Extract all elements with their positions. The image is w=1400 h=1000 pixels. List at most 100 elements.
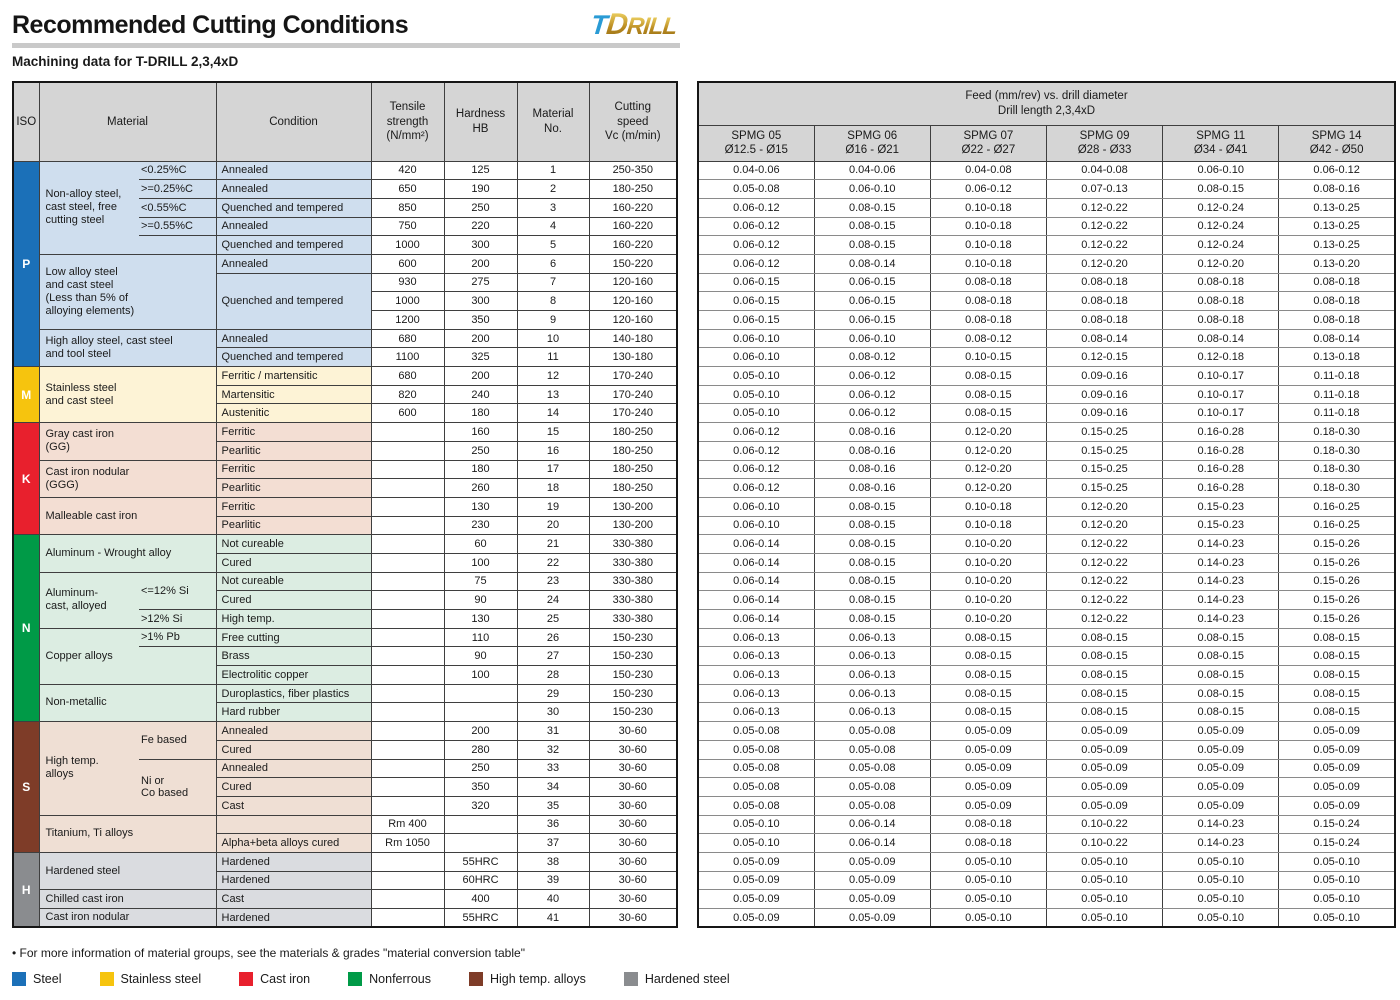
feed-value-cell: 0.08-0.15: [813, 552, 931, 573]
feed-value-cell: 0.08-0.15: [1162, 627, 1280, 648]
condition-cell: Hardened: [215, 851, 372, 872]
feed-value-cell: 0.15-0.26: [1278, 571, 1396, 592]
cutting-speed-cell: 30-60: [588, 851, 678, 872]
hardness-cell: [443, 702, 518, 723]
feed-value-cell: 0.16-0.25: [1278, 515, 1396, 536]
feed-value-cell: 0.08-0.14: [1162, 328, 1280, 349]
feed-value-cell: 0.05-0.08: [813, 739, 931, 760]
hardness-cell: [443, 833, 518, 853]
feed-row-33: 0.05-0.08 0.05-0.08 0.05-0.09 0.05-0.09 0.05…: [697, 758, 1396, 779]
material-group-cell: High alloy steel, cast steel and tool st…: [38, 328, 216, 368]
material-subgroup-cell: Fe based: [139, 721, 217, 759]
tensile-strength-cell: Rm 1050: [370, 833, 445, 853]
feed-value-cell: 0.15-0.26: [1278, 590, 1396, 610]
feed-value-cell: 0.16-0.28: [1162, 422, 1280, 442]
cutting-speed-cell: 170-240: [588, 366, 678, 386]
condition-cell: Not cureable: [215, 571, 372, 592]
feed-value-cell: 0.06-0.13: [697, 665, 815, 685]
material-group-cell: Stainless steel and cast steel: [38, 366, 216, 424]
feed-value-cell: 0.08-0.18: [929, 272, 1047, 293]
feed-value-cell: 0.08-0.16: [813, 459, 931, 480]
feed-value-cell: 0.05-0.09: [1162, 739, 1280, 760]
material-no-cell: 34: [516, 777, 590, 797]
feed-value-cell: 0.08-0.18: [929, 814, 1047, 835]
feed-value-cell: 0.07-0.13: [1045, 179, 1164, 199]
feed-value-cell: 0.05-0.10: [1045, 908, 1164, 928]
material-no-cell: 41: [516, 908, 590, 928]
material-no-cell: 32: [516, 739, 590, 760]
feed-row-27: 0.06-0.13 0.06-0.13 0.08-0.15 0.08-0.15 0.08…: [697, 646, 1396, 667]
feed-row-24: 0.06-0.14 0.08-0.15 0.10-0.20 0.12-0.22 0.14…: [697, 590, 1396, 610]
feed-value-cell: 0.08-0.12: [929, 328, 1047, 349]
feed-col-header-4: SPMG 09 Ø28 - Ø33: [1045, 124, 1164, 162]
cutting-speed-cell: 180-250: [588, 179, 678, 199]
feed-value-cell: 0.12-0.24: [1162, 216, 1280, 237]
feed-value-cell: 0.06-0.12: [697, 197, 815, 218]
material-no-cell: 20: [516, 515, 590, 536]
feed-value-cell: 0.15-0.23: [1162, 496, 1280, 517]
feed-value-cell: 0.05-0.09: [813, 851, 931, 872]
feed-value-cell: 0.12-0.24: [1162, 197, 1280, 218]
feed-value-cell: 0.05-0.10: [1162, 908, 1280, 928]
feed-value-cell: 0.08-0.18: [1045, 310, 1164, 330]
feed-value-cell: 0.12-0.22: [1045, 609, 1164, 629]
feed-value-cell: 0.05-0.09: [1162, 758, 1280, 779]
material-no-cell: 2: [516, 179, 590, 199]
feed-col-header-2: SPMG 06 Ø16 - Ø21: [813, 124, 931, 162]
material-no-cell: 40: [516, 889, 590, 909]
material-no-cell: 11: [516, 347, 590, 368]
tensile-strength-cell: [370, 777, 445, 797]
feed-value-cell: 0.15-0.25: [1045, 478, 1164, 498]
tensile-strength-cell: 420: [370, 160, 445, 181]
feed-row-23: 0.06-0.14 0.08-0.15 0.10-0.20 0.12-0.22 0.14…: [697, 571, 1396, 592]
feed-value-cell: 0.05-0.09: [697, 851, 815, 872]
material-no-cell: 16: [516, 440, 590, 461]
feed-value-cell: 0.05-0.09: [1278, 721, 1396, 741]
hardness-cell: 125: [443, 160, 518, 181]
tensile-strength-cell: [370, 422, 445, 442]
col-header-material-no: Material No.: [516, 81, 590, 162]
cutting-speed-cell: 330-380: [588, 571, 678, 592]
feed-value-cell: 0.10-0.18: [929, 216, 1047, 237]
feed-value-cell: 0.10-0.20: [929, 609, 1047, 629]
cutting-speed-cell: 130-200: [588, 496, 678, 517]
feed-value-cell: 0.06-0.10: [813, 179, 931, 199]
feed-value-cell: 0.16-0.28: [1162, 478, 1280, 498]
material-no-cell: 19: [516, 496, 590, 517]
feed-value-cell: 0.08-0.16: [813, 422, 931, 442]
feed-value-cell: 0.18-0.30: [1278, 459, 1396, 480]
page-footer: • For more information of material group…: [12, 946, 1396, 987]
feed-value-cell: 0.05-0.09: [929, 721, 1047, 741]
feed-value-cell: 0.05-0.10: [1045, 851, 1164, 872]
tensile-strength-cell: 850: [370, 197, 445, 218]
condition-cell: Cured: [215, 590, 372, 610]
tensile-strength-cell: 1000: [370, 235, 445, 255]
cutting-speed-cell: 30-60: [588, 758, 678, 779]
feed-row-41: 0.05-0.09 0.05-0.09 0.05-0.10 0.05-0.10 0.05…: [697, 908, 1396, 928]
hardness-cell: 90: [443, 590, 518, 610]
feed-value-cell: 0.08-0.16: [813, 440, 931, 461]
tensile-strength-cell: 680: [370, 328, 445, 349]
feed-value-cell: 0.06-0.10: [697, 347, 815, 368]
tensile-strength-cell: [370, 889, 445, 909]
tensile-strength-cell: [370, 665, 445, 685]
cutting-speed-cell: 130-180: [588, 347, 678, 368]
col-header-material: Material: [38, 81, 217, 162]
material-no-cell: 8: [516, 291, 590, 311]
feed-row-21: 0.06-0.14 0.08-0.15 0.10-0.20 0.12-0.22 0.14…: [697, 534, 1396, 554]
material-no-cell: 5: [516, 235, 590, 255]
tensile-strength-cell: [370, 552, 445, 573]
feed-value-cell: 0.05-0.10: [697, 366, 815, 386]
legend-label: Nonferrous: [369, 972, 431, 987]
material-no-cell: 13: [516, 384, 590, 405]
condition-cell: Annealed: [215, 160, 372, 181]
feed-value-cell: 0.18-0.30: [1278, 440, 1396, 461]
feed-value-cell: 0.05-0.09: [1278, 758, 1396, 779]
condition-cell: Annealed: [215, 721, 372, 741]
material-no-cell: 12: [516, 366, 590, 386]
feed-value-cell: 0.06-0.15: [813, 272, 931, 293]
material-no-cell: 14: [516, 403, 590, 424]
material-group-cell: Non-alloy steel, cast steel, free cuttin…: [38, 160, 139, 255]
condition-cell: High temp.: [215, 609, 372, 629]
